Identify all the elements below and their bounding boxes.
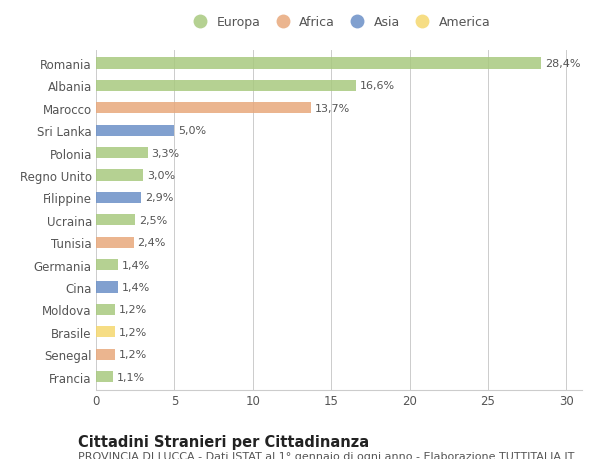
Text: 3,3%: 3,3%: [152, 148, 180, 158]
Bar: [96, 103, 311, 114]
Legend: Europa, Africa, Asia, America: Europa, Africa, Asia, America: [188, 16, 490, 29]
Bar: [96, 349, 115, 360]
Text: 13,7%: 13,7%: [314, 104, 350, 113]
Bar: [96, 326, 115, 338]
Bar: [96, 125, 175, 136]
Bar: [96, 58, 541, 69]
Text: 16,6%: 16,6%: [360, 81, 395, 91]
Bar: [96, 215, 135, 226]
Text: 2,4%: 2,4%: [137, 238, 166, 248]
Text: 3,0%: 3,0%: [147, 171, 175, 181]
Text: PROVINCIA DI LUCCA - Dati ISTAT al 1° gennaio di ogni anno - Elaborazione TUTTIT: PROVINCIA DI LUCCA - Dati ISTAT al 1° ge…: [78, 451, 574, 459]
Text: 2,9%: 2,9%: [145, 193, 174, 203]
Text: 2,5%: 2,5%: [139, 215, 167, 225]
Bar: [96, 304, 115, 315]
Text: 1,4%: 1,4%: [122, 260, 150, 270]
Bar: [96, 192, 142, 203]
Text: 1,4%: 1,4%: [122, 282, 150, 292]
Text: 28,4%: 28,4%: [545, 59, 581, 69]
Bar: [96, 371, 113, 382]
Text: 5,0%: 5,0%: [178, 126, 206, 136]
Text: 1,2%: 1,2%: [119, 349, 147, 359]
Bar: [96, 170, 143, 181]
Text: 1,1%: 1,1%: [117, 372, 145, 382]
Bar: [96, 282, 118, 293]
Bar: [96, 237, 134, 248]
Bar: [96, 148, 148, 159]
Bar: [96, 81, 356, 92]
Text: Cittadini Stranieri per Cittadinanza: Cittadini Stranieri per Cittadinanza: [78, 434, 369, 449]
Text: 1,2%: 1,2%: [119, 305, 147, 315]
Text: 1,2%: 1,2%: [119, 327, 147, 337]
Bar: [96, 259, 118, 271]
